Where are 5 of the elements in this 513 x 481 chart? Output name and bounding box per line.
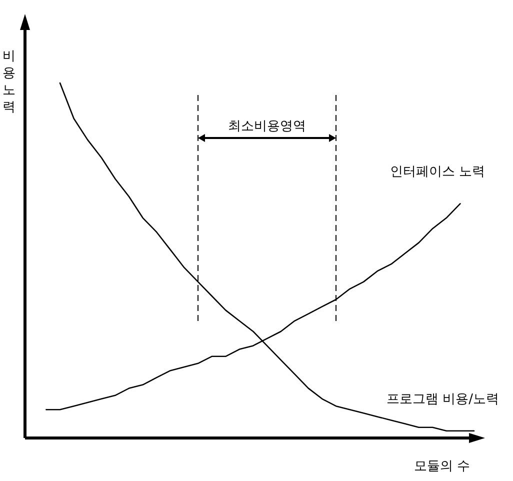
series-label: 프로그램 비용/노력 <box>386 392 499 407</box>
y-axis-title: 비용노력 <box>2 49 16 115</box>
annotation: 최소비용영역 <box>228 119 306 134</box>
text: 인터페이스 노력 <box>390 164 486 180</box>
x-axis-title: 모듈의 수 <box>414 459 470 474</box>
